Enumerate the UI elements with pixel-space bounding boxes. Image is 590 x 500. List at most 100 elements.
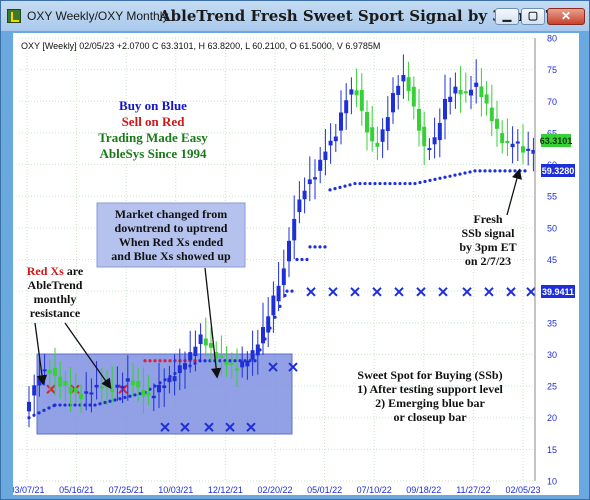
- price-bar: [193, 346, 198, 356]
- price-bar: [255, 344, 260, 356]
- y-tick-label: 35: [547, 318, 557, 328]
- support-dot: [98, 402, 102, 406]
- price-bar: [427, 148, 432, 151]
- price-bar: [391, 93, 395, 113]
- red-x-marker: [46, 384, 56, 394]
- price-bar: [328, 140, 333, 146]
- support-dot: [478, 169, 482, 173]
- price-bar: [354, 90, 359, 96]
- price-bar: [172, 376, 177, 382]
- support-dot: [513, 169, 517, 173]
- blue-x-marker: [394, 287, 404, 297]
- price-bar: [79, 393, 83, 399]
- y-tick-label: 70: [547, 97, 557, 107]
- support-dot: [448, 174, 452, 178]
- resistance-dot: [163, 359, 167, 363]
- support-dot: [103, 400, 107, 405]
- price-bar: [115, 384, 120, 388]
- price-bar: [406, 77, 411, 92]
- support-dot: [468, 170, 472, 174]
- support-dot: [338, 185, 342, 189]
- support-dot: [503, 169, 507, 173]
- market-changed-arrow: [204, 267, 222, 379]
- price-bar: [58, 376, 63, 387]
- support-dot: [408, 181, 412, 186]
- support-tag: [541, 164, 575, 177]
- close-button[interactable]: ✕: [547, 8, 585, 25]
- support-dot: [398, 181, 402, 186]
- blue-x-marker: [246, 422, 256, 432]
- title-bar[interactable]: OXY Weekly/OXY Monthly AbleTrend Fresh S…: [1, 1, 589, 31]
- blue-x-marker: [306, 287, 316, 297]
- maximize-button[interactable]: ▢: [521, 8, 545, 25]
- close-icon: ✕: [560, 9, 572, 23]
- red-xs-line-4: resistance: [30, 306, 81, 320]
- x-tick-label: 11/27/22: [456, 485, 490, 495]
- last-close-tag: [541, 134, 571, 147]
- price-bar: [47, 369, 52, 374]
- legend-trading-made-easy: Trading Made Easy: [98, 130, 208, 145]
- support-dot: [443, 175, 447, 179]
- price-bar: [240, 361, 245, 368]
- maximize-icon: ▢: [527, 10, 539, 22]
- price-bar: [131, 380, 135, 386]
- price-bar: [495, 118, 499, 129]
- fresh-signal-line-2: SSb signal: [461, 226, 515, 240]
- support-dot: [483, 169, 487, 173]
- x-tick-label: 12/12/21: [208, 485, 243, 495]
- legend-ablesys-since: AbleSys Since 1994: [100, 146, 207, 161]
- red-xs-are: are: [64, 264, 84, 278]
- market-changed-line-1: Market changed from: [115, 207, 227, 221]
- resistance-dot: [158, 359, 162, 363]
- price-bar: [318, 159, 323, 171]
- y-tick-label: 10: [547, 477, 557, 487]
- support-dot: [388, 181, 392, 186]
- resistance-dot: [168, 359, 172, 363]
- blue-x-marker: [160, 422, 170, 432]
- price-bar: [411, 86, 416, 107]
- price-bar: [385, 117, 390, 132]
- price-bar: [162, 385, 167, 389]
- price-bar: [73, 387, 78, 393]
- price-bar: [323, 151, 328, 161]
- price-bar: [89, 392, 94, 395]
- resistance-tag: [541, 285, 575, 298]
- support-dot: [488, 169, 492, 173]
- price-bar: [37, 377, 42, 386]
- support-dot: [368, 181, 372, 186]
- price-bar: [401, 74, 406, 82]
- support-dot: [393, 181, 397, 186]
- support-dot: [168, 374, 172, 379]
- support-dot: [348, 183, 352, 187]
- support-dot: [343, 184, 347, 188]
- blue-x-marker: [328, 287, 338, 297]
- support-dot: [313, 245, 317, 249]
- support-dot: [363, 181, 367, 186]
- support-dot: [290, 289, 294, 293]
- blue-x-marker: [526, 287, 536, 297]
- support-dot: [228, 359, 232, 363]
- price-bar: [443, 98, 447, 120]
- support-dot: [123, 395, 127, 400]
- price-bar: [302, 190, 307, 200]
- price-bar: [214, 352, 219, 359]
- chart-area[interactable]: OXY [Weekly] 02/05/23 +2.0700 C 63.3101,…: [13, 33, 579, 495]
- price-bar: [266, 316, 271, 333]
- price-bar: [458, 89, 463, 95]
- minimize-button[interactable]: ▁: [495, 8, 519, 25]
- support-dot: [305, 257, 309, 262]
- fresh-signal-line-3: by 3pm ET: [459, 240, 516, 254]
- price-bar: [271, 295, 276, 316]
- support-dot: [37, 411, 41, 415]
- support-dot: [383, 181, 387, 186]
- support-dot: [523, 169, 527, 173]
- price-bar: [198, 334, 203, 345]
- blue-x-marker: [438, 287, 448, 297]
- support-dot: [63, 403, 67, 407]
- price-bar: [177, 365, 182, 374]
- price-bar: [380, 129, 385, 142]
- price-chart[interactable]: OXY [Weekly] 02/05/23 +2.0700 C 63.3101,…: [13, 33, 579, 495]
- support-dot: [218, 359, 222, 363]
- red-xs-arrow-2: [64, 322, 112, 390]
- price-bar: [276, 285, 281, 302]
